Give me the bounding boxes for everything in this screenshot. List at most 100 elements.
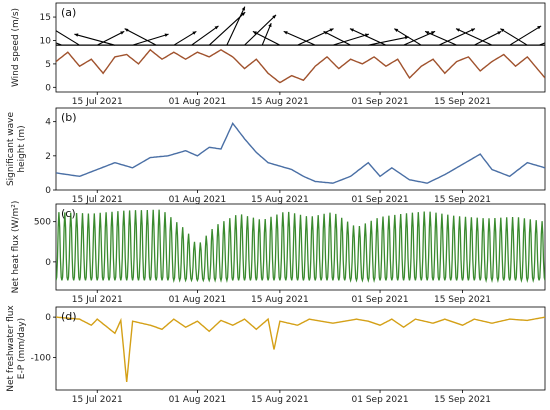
x-tick-label: 15 Sep 2021 (434, 395, 491, 405)
wind-arrow-head (323, 31, 328, 35)
wind-arrow (297, 28, 334, 46)
wind-arrow (226, 6, 246, 46)
wind-arrow (349, 28, 387, 46)
panel-label: (b) (61, 111, 77, 124)
wind-arrow-head (329, 28, 334, 32)
plot-area (26, 6, 545, 84)
plot-area (56, 122, 545, 184)
wind-arrow-head (537, 25, 542, 30)
wind-arrow-head (283, 31, 288, 35)
wind-arrow (252, 30, 281, 46)
wind-arrow-head (497, 31, 502, 35)
series-line (56, 316, 545, 382)
x-tick-label: 15 Sep 2021 (434, 295, 491, 305)
series-line (56, 48, 545, 84)
panel-c: 0 500 15 Jul 2021 01 Aug 2021 15 Aug 2021 01 … (11, 201, 546, 305)
x-tick-label: 15 Aug 2021 (251, 395, 309, 405)
x-tick-label: 01 Sep 2021 (352, 97, 409, 107)
wind-arrow-head (74, 33, 79, 37)
wind-arrow (332, 33, 370, 46)
wind-arrow (124, 28, 157, 46)
wind-arrow (261, 22, 272, 46)
wind-arrow-head (455, 28, 460, 32)
wind-arrow-head (425, 31, 430, 35)
y-tick-label: 15 (40, 13, 51, 23)
wind-arrow-head (120, 31, 125, 35)
x-tick-label: 01 Sep 2021 (352, 195, 409, 205)
y-tick-label: 0 (45, 258, 51, 268)
y-axis-label: Significant wave (6, 111, 16, 186)
y-axis-label: Net heat flux (W/m²) (11, 201, 21, 294)
y-tick-label: 5 (45, 60, 51, 70)
wind-arrow-head (124, 28, 129, 32)
plot-frame (55, 107, 546, 191)
wind-arrow (393, 28, 422, 46)
x-tick-label: 15 Sep 2021 (434, 195, 491, 205)
plot-frame (55, 203, 546, 291)
wind-arrow (500, 28, 528, 46)
y-tick-label: 0 (45, 83, 51, 93)
wind-arrow-head (192, 31, 197, 35)
x-tick-label: 15 Aug 2021 (251, 295, 309, 305)
x-tick-label: 15 Jul 2021 (72, 395, 123, 405)
panel-label: (c) (61, 207, 76, 220)
y-axis-label: Net freshwater flux (6, 305, 16, 392)
wind-arrow-head (241, 6, 245, 11)
y-tick-label: 2 (45, 152, 51, 162)
wind-arrow (56, 30, 80, 46)
x-tick-label: 15 Jul 2021 (72, 97, 123, 107)
wind-arrow-head (470, 28, 475, 32)
wind-arrow (244, 14, 277, 46)
x-tick-label: 15 Jul 2021 (72, 195, 123, 205)
y-tick-label: 10 (40, 36, 52, 46)
x-tick-label: 01 Sep 2021 (352, 295, 409, 305)
panel-label: (d) (61, 310, 77, 323)
y-tick-label: -100 (31, 354, 52, 364)
x-tick-label: 15 Jul 2021 (72, 295, 123, 305)
wind-arrow-head (349, 28, 354, 32)
wind-arrow (173, 30, 197, 46)
wind-arrow-head (26, 31, 30, 34)
y-axis-label: height (m) (17, 125, 27, 172)
wind-arrow-head (500, 28, 505, 33)
panel-label: (a) (61, 6, 76, 19)
wind-arrow-head (394, 28, 399, 33)
wind-arrow (323, 30, 351, 46)
wind-arrow-head (164, 33, 169, 37)
plot-area (56, 209, 545, 283)
y-tick-label: 0 (45, 313, 51, 323)
x-tick-label: 15 Aug 2021 (251, 97, 309, 107)
wind-arrow (424, 30, 457, 46)
wind-arrow (74, 33, 116, 46)
wind-arrow-head (48, 26, 52, 29)
wind-arrow (438, 28, 476, 46)
plot-frame (55, 306, 546, 391)
x-tick-label: 15 Aug 2021 (251, 195, 309, 205)
panel-d: -100 0 15 Jul 2021 01 Aug 2021 15 Aug 2021 01… (6, 305, 546, 405)
x-tick-label: 01 Aug 2021 (169, 395, 227, 405)
wind-arrow (368, 36, 409, 46)
y-axis-label: E-P (mm/day) (17, 318, 27, 379)
wind-arrow-head (214, 25, 219, 30)
panel-b: 0 2 4 15 Jul 2021 01 Aug 2021 15 Aug 2021 01 S… (6, 107, 546, 205)
series-line (56, 209, 545, 283)
panel-a: 0 5 10 15 15 Jul 2021 01 Aug 2021 15 Aug 2021 0… (11, 2, 546, 107)
y-axis-label: Wind speed (m/s) (11, 8, 21, 87)
wind-arrow (132, 33, 169, 46)
y-tick-label: 0 (45, 186, 51, 196)
y-tick-label: 500 (34, 218, 51, 228)
x-tick-label: 15 Sep 2021 (434, 97, 491, 107)
wind-arrow (538, 42, 545, 46)
wind-arrow (96, 30, 125, 46)
x-tick-label: 01 Aug 2021 (169, 295, 227, 305)
x-tick-label: 01 Aug 2021 (169, 195, 227, 205)
y-tick-label: 4 (45, 118, 51, 128)
series-line (56, 122, 545, 184)
wind-arrow (474, 30, 502, 46)
wind-arrow-head (268, 23, 272, 28)
wind-arrow (191, 25, 219, 46)
wind-arrow-head (252, 31, 257, 35)
plot-area (56, 316, 545, 382)
x-tick-label: 01 Aug 2021 (169, 97, 227, 107)
